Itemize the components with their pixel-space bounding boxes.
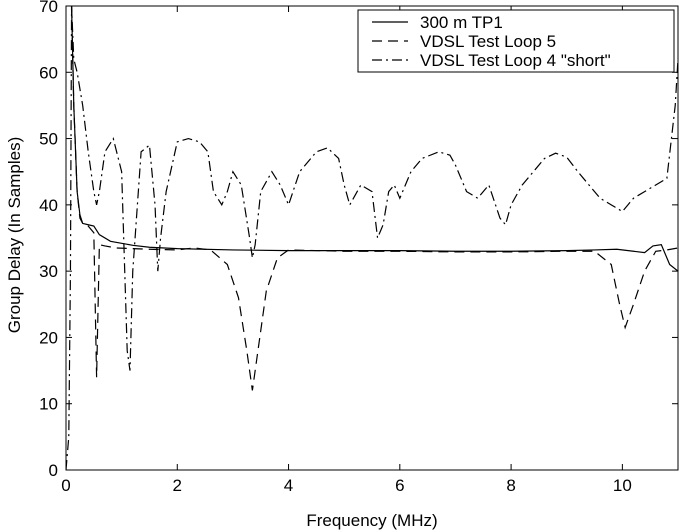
y-tick-label: 60 <box>39 63 58 82</box>
series-line-2 <box>70 6 678 391</box>
legend-label-loop4: VDSL Test Loop 4 "short" <box>420 51 611 70</box>
x-tick-label: 10 <box>613 476 632 495</box>
y-tick-label: 10 <box>39 395 58 414</box>
legend: 300 m TP1 VDSL Test Loop 5 VDSL Test Loo… <box>357 9 675 73</box>
x-tick-label: 4 <box>284 476 293 495</box>
legend-label-loop5: VDSL Test Loop 5 <box>420 32 556 51</box>
y-tick-label: 20 <box>39 328 58 347</box>
series-line-3 <box>66 6 678 470</box>
y-tick-label: 0 <box>49 461 58 480</box>
plot-frame <box>65 5 679 471</box>
x-tick-label: 0 <box>61 476 70 495</box>
x-axis-label: Frequency (MHz) <box>306 511 437 530</box>
axis-ticks: 0 2 4 6 8 10 0 10 20 30 40 50 60 70 <box>39 0 678 495</box>
x-tick-label: 2 <box>173 476 182 495</box>
x-tick-label: 8 <box>506 476 515 495</box>
legend-label-tp1: 300 m TP1 <box>420 13 503 32</box>
series-line-1 <box>70 6 678 272</box>
y-tick-label: 70 <box>39 0 58 16</box>
y-tick-label: 40 <box>39 196 58 215</box>
y-tick-label: 50 <box>39 130 58 149</box>
legend-box <box>357 9 675 73</box>
y-tick-label: 30 <box>39 262 58 281</box>
plot-area-border <box>65 5 679 471</box>
x-tick-label: 6 <box>395 476 404 495</box>
series-layer <box>66 6 678 470</box>
y-axis-label: Group Delay (In Samples) <box>5 137 24 334</box>
